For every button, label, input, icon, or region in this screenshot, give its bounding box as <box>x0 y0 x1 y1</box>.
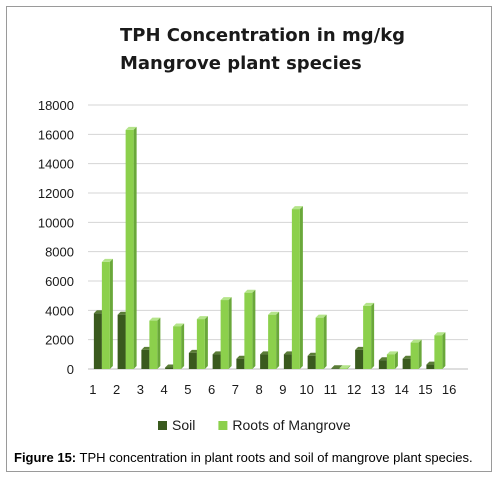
roots-bar <box>244 292 253 369</box>
x-tick-label: 11 <box>324 382 338 397</box>
legend-swatch <box>158 421 167 430</box>
roots-bar <box>434 335 443 369</box>
y-tick-label: 2000 <box>45 333 74 348</box>
roots-bar-top <box>220 297 232 301</box>
roots-bar-side <box>418 339 422 369</box>
roots-bar-side <box>133 126 137 369</box>
roots-bar-side <box>323 314 327 369</box>
x-tick-label: 6 <box>208 382 215 397</box>
roots-bar-side <box>109 258 113 369</box>
roots-bar-side <box>394 351 398 369</box>
y-tick-label: 8000 <box>45 245 74 260</box>
soil-bar <box>141 349 150 369</box>
x-tick-label: 10 <box>299 382 313 397</box>
chart-title-line-2: Mangrove plant species <box>120 53 362 74</box>
roots-bar <box>386 354 395 369</box>
roots-bar <box>149 320 158 369</box>
roots-bar-side <box>157 317 161 369</box>
y-tick-label: 12000 <box>38 186 74 201</box>
roots-bar-top <box>101 258 113 262</box>
x-tick-label: 1 <box>89 382 96 397</box>
x-tick-label: 15 <box>418 382 432 397</box>
roots-bar-top <box>173 323 185 327</box>
y-tick-label: 0 <box>67 362 74 377</box>
soil-bar <box>236 358 245 369</box>
soil-bar <box>117 314 126 369</box>
roots-bar-top <box>410 339 422 343</box>
soil-bar <box>307 355 316 369</box>
y-tick-label: 14000 <box>38 157 74 172</box>
roots-bar-side <box>299 206 303 369</box>
soil-bar <box>402 358 411 369</box>
figure-frame <box>6 6 492 472</box>
roots-bar <box>410 342 419 369</box>
roots-bar-side <box>252 289 256 369</box>
roots-bar <box>363 305 372 369</box>
soil-bar <box>283 354 292 369</box>
roots-bar-top <box>339 365 351 369</box>
roots-bar-side <box>228 297 232 369</box>
roots-bar-side <box>371 302 375 369</box>
x-tick-label: 14 <box>394 382 408 397</box>
roots-bar <box>315 317 324 369</box>
soil-bar <box>378 360 387 369</box>
roots-bar-side <box>204 316 208 369</box>
roots-bar <box>125 129 134 369</box>
roots-bar-top <box>125 126 137 130</box>
x-tick-label: 5 <box>184 382 191 397</box>
y-tick-label: 16000 <box>38 127 74 142</box>
caption-text: TPH concentration in plant roots and soi… <box>76 450 473 465</box>
soil-bar <box>331 368 340 369</box>
soil-bar-top <box>331 365 343 369</box>
legend-swatch <box>218 421 228 430</box>
roots-bar <box>339 368 348 369</box>
figure-caption: Figure 15: TPH concentration in plant ro… <box>14 450 473 465</box>
roots-bar <box>268 314 277 369</box>
chart-title-line-1: TPH Concentration in mg/kg <box>120 25 406 46</box>
legend-label: Roots of Mangrove <box>232 417 350 433</box>
roots-bar <box>173 326 182 369</box>
roots-bar <box>196 319 205 369</box>
x-tick-label: 4 <box>161 382 168 397</box>
x-tick-label: 16 <box>442 382 456 397</box>
roots-bar-side <box>347 365 351 369</box>
roots-bar-top <box>268 311 280 315</box>
x-tick-label: 12 <box>347 382 361 397</box>
y-tick-label: 10000 <box>38 215 74 230</box>
roots-bar-top <box>386 351 398 355</box>
x-tick-label: 9 <box>279 382 286 397</box>
roots-bar-top <box>434 332 446 336</box>
x-tick-label: 13 <box>371 382 385 397</box>
roots-bar-top <box>291 206 303 210</box>
x-tick-label: 8 <box>256 382 263 397</box>
x-tick-label: 2 <box>113 382 120 397</box>
roots-bar-top <box>315 314 327 318</box>
soil-bar <box>93 313 102 369</box>
soil-bar <box>212 354 221 369</box>
chart-title: TPH Concentration in mg/kg Mangrove plan… <box>120 22 405 78</box>
legend-label: Soil <box>172 417 195 433</box>
roots-bar-side <box>276 311 280 369</box>
soil-bar <box>355 349 364 369</box>
roots-bar-top <box>196 316 208 320</box>
y-tick-label: 18000 <box>38 98 74 113</box>
roots-bar <box>291 209 300 369</box>
soil-bar <box>188 352 197 369</box>
soil-bar <box>165 367 174 369</box>
roots-bar-top <box>363 302 375 306</box>
soil-bar <box>426 364 435 369</box>
soil-bar <box>260 354 269 369</box>
x-tick-label: 3 <box>137 382 144 397</box>
y-tick-label: 6000 <box>45 274 74 289</box>
roots-bar-top <box>149 317 161 321</box>
roots-bar-top <box>244 289 256 293</box>
x-tick-label: 7 <box>232 382 239 397</box>
roots-bar <box>101 261 110 369</box>
roots-bar-side <box>442 332 446 369</box>
roots-bar <box>220 300 229 369</box>
y-tick-label: 4000 <box>45 303 74 318</box>
roots-bar-side <box>181 323 185 369</box>
caption-label: Figure 15: <box>14 450 77 465</box>
